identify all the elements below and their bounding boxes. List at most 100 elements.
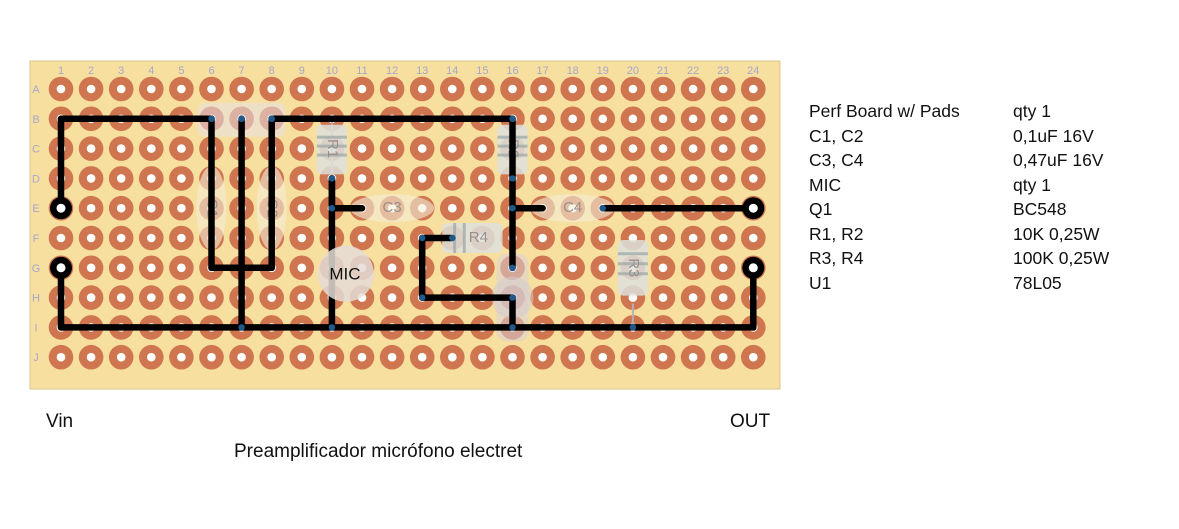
pad-hole: [538, 264, 547, 273]
bom-item-value: 100K 0,25W: [1013, 248, 1109, 269]
pad-hole: [629, 144, 638, 153]
pad-hole: [719, 264, 728, 273]
pad-hole: [749, 115, 758, 124]
pad-hole: [147, 264, 156, 273]
via-dot: [238, 324, 244, 330]
terminal-hole: [57, 204, 66, 213]
pad-hole: [57, 234, 66, 243]
pad-hole: [267, 353, 276, 362]
pad-hole: [117, 85, 126, 94]
pad-hole: [147, 204, 156, 213]
pad-hole: [448, 353, 457, 362]
pad-hole: [689, 234, 698, 243]
bom-row: Q1 BC548: [809, 199, 1169, 224]
pad-hole: [147, 144, 156, 153]
pad-hole: [388, 234, 397, 243]
pad-hole: [388, 293, 397, 302]
pad-hole: [508, 353, 517, 362]
column-label: 5: [178, 65, 184, 77]
pad-hole: [478, 174, 487, 183]
bom-item-value: 0,47uF 16V: [1013, 150, 1103, 171]
via-dot: [238, 116, 244, 122]
pad-hole: [117, 234, 126, 243]
via-dot: [269, 116, 275, 122]
bom-item-value: 10K 0,25W: [1013, 224, 1100, 245]
pad-hole: [147, 174, 156, 183]
via-dot: [509, 265, 515, 271]
pad-hole: [147, 234, 156, 243]
bom-item-value: qty 1: [1013, 101, 1051, 122]
pad-hole: [418, 353, 427, 362]
pad-hole: [719, 353, 728, 362]
pad-hole: [298, 144, 307, 153]
mic-label: MIC: [329, 264, 360, 283]
pad-hole: [207, 353, 216, 362]
column-label: 1: [58, 65, 64, 77]
pad-hole: [267, 293, 276, 302]
pad-hole: [599, 144, 608, 153]
pad-hole: [358, 234, 367, 243]
pad-hole: [207, 85, 216, 94]
bom-item-name: MIC: [809, 175, 841, 196]
pad-hole: [388, 353, 397, 362]
column-label: 14: [446, 65, 458, 77]
resistor-label: R4: [469, 229, 488, 246]
pad-hole: [719, 115, 728, 124]
terminal-hole: [749, 204, 758, 213]
column-label: 11: [356, 65, 367, 77]
pad-hole: [689, 174, 698, 183]
microphone: MIC: [318, 246, 374, 302]
pad-hole: [147, 293, 156, 302]
column-label: 15: [476, 65, 488, 77]
pad-hole: [568, 174, 577, 183]
via-dot: [329, 324, 335, 330]
vin-label: Vin: [46, 411, 73, 433]
pad-hole: [689, 85, 698, 94]
bom-row: R3, R4 100K 0,25W: [809, 248, 1169, 273]
via-dot: [509, 294, 515, 300]
pad-hole: [87, 353, 96, 362]
pad-hole: [298, 353, 307, 362]
pad-hole: [177, 204, 186, 213]
row-label: B: [32, 114, 39, 126]
pad-hole: [298, 204, 307, 213]
column-label: 24: [747, 65, 759, 77]
pad-hole: [388, 144, 397, 153]
bom-item-value: BC548: [1013, 199, 1067, 220]
pad-hole: [418, 85, 427, 94]
capacitor-label: C3: [383, 199, 402, 216]
column-label: 3: [118, 65, 124, 77]
pad-hole: [117, 293, 126, 302]
pad-hole: [538, 293, 547, 302]
pad-hole: [177, 174, 186, 183]
via-dot: [509, 324, 515, 330]
bom-row: Perf Board w/ Pads qty 1: [809, 101, 1169, 126]
resistor-label: R1: [324, 139, 341, 158]
pad-hole: [599, 353, 608, 362]
pad-hole: [87, 144, 96, 153]
pad-hole: [629, 353, 638, 362]
pad-hole: [117, 264, 126, 273]
pad-hole: [418, 174, 427, 183]
pad-hole: [448, 85, 457, 94]
pad-hole: [478, 144, 487, 153]
column-label: 9: [299, 65, 305, 77]
pad-hole: [568, 234, 577, 243]
pad-hole: [448, 204, 457, 213]
pad-hole: [719, 174, 728, 183]
pad-hole: [298, 174, 307, 183]
pad-hole: [659, 293, 668, 302]
pad-hole: [87, 85, 96, 94]
pad-hole: [659, 144, 668, 153]
pad-hole: [538, 174, 547, 183]
bom-item-name: C1, C2: [809, 126, 863, 147]
pad-hole: [599, 174, 608, 183]
pad-hole: [147, 353, 156, 362]
pad-hole: [719, 85, 728, 94]
pad-hole: [298, 293, 307, 302]
row-label: J: [33, 352, 39, 364]
pad-hole: [538, 85, 547, 94]
resistor-label: R3: [625, 258, 642, 277]
pad-hole: [358, 144, 367, 153]
pad-hole: [117, 204, 126, 213]
